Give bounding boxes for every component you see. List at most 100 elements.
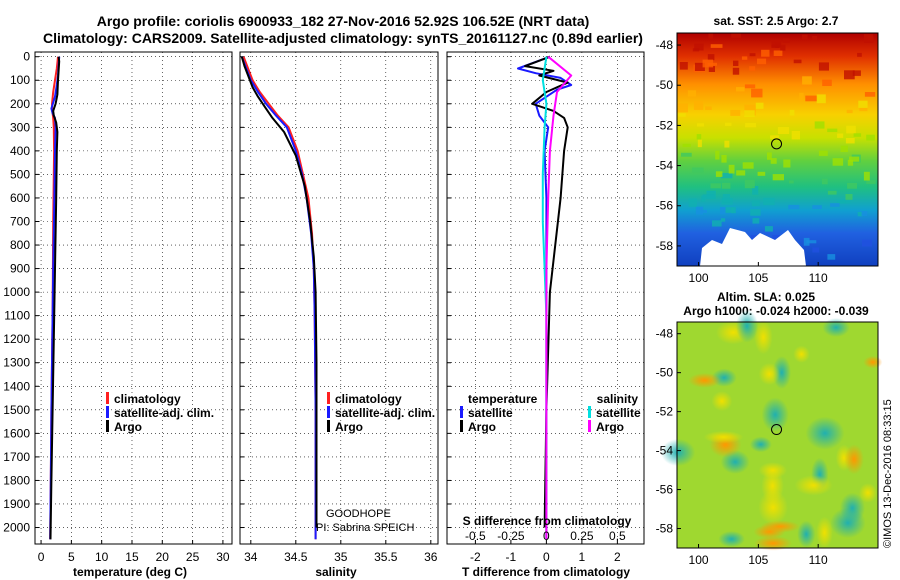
sst-pixel — [736, 170, 746, 176]
sst-pixel — [733, 60, 739, 66]
sla-profile-marker — [771, 424, 783, 436]
sla-eddy — [758, 490, 788, 525]
float-pi-label: PI: Sabrina SPEICH — [316, 522, 414, 534]
depth-tick-label: 200 — [10, 97, 30, 111]
sst-pixel — [773, 50, 783, 56]
legend-title-salinity: salinity — [597, 392, 639, 406]
sst-pixel — [757, 58, 767, 65]
sst-pixel — [697, 123, 705, 127]
sla-eddy — [754, 535, 793, 551]
sst-pixel — [827, 190, 837, 195]
temperature-xtick-label: 30 — [216, 550, 230, 564]
sst-pixel — [857, 212, 863, 217]
sst-pixel — [732, 67, 740, 75]
depth-tick-label: 1400 — [3, 379, 30, 393]
sst-pixel — [702, 194, 715, 200]
sst-pixel — [755, 102, 764, 109]
sla-eddy — [711, 391, 733, 412]
legend-label-argo: Argo — [114, 420, 142, 434]
sst-texture — [677, 33, 876, 260]
sst-pixel — [767, 152, 772, 160]
sla-lon-tick-label: 105 — [748, 553, 768, 567]
sst-pixel — [724, 140, 730, 148]
sst-pixel — [744, 179, 755, 189]
depth-tick-label: 1200 — [3, 332, 30, 346]
sla-map: Altim. SLA: 0.025 Argo h1000: -0.024 h20… — [656, 290, 883, 567]
sst-pixel — [822, 79, 832, 86]
legend-swatch-climatology — [106, 392, 109, 404]
sst-pixel — [715, 150, 720, 160]
sst-pixel — [693, 101, 704, 110]
s-difference-tick-label: -0.25 — [497, 529, 525, 543]
sst-pixel — [678, 113, 686, 117]
salinity-xlabel: salinity — [315, 565, 357, 579]
t-difference-xlabel: T difference from climatology — [462, 565, 630, 579]
sla-lat-tick-label: -58 — [656, 522, 674, 536]
sla-map-title-1: Altim. SLA: 0.025 — [717, 290, 815, 304]
sst-pixel — [837, 133, 844, 138]
sla-eddy — [830, 507, 866, 539]
sst-pixel — [862, 239, 872, 247]
sst-pixel — [812, 36, 818, 41]
sst-pixel — [864, 92, 876, 97]
sst-pixel — [677, 103, 688, 113]
sla-eddy — [863, 356, 883, 369]
depth-tick-label: 2000 — [3, 521, 30, 535]
sst-pixel — [720, 218, 726, 222]
legend-swatch-climatology — [327, 392, 330, 404]
sst-pixel — [763, 197, 775, 206]
legend-swatch-argo — [327, 420, 330, 432]
depth-tick-label: 1000 — [3, 285, 30, 299]
sst-lat-tick-label: -58 — [656, 239, 674, 253]
legend-label-sal-satellite: satellite — [596, 406, 641, 420]
depth-tick-label: 1300 — [3, 356, 30, 370]
sst-pixel — [749, 66, 756, 71]
salinity-series-satellite-adj-clim- — [240, 56, 317, 540]
depth-tick-label: 1900 — [3, 497, 30, 511]
sst-pixel — [705, 106, 712, 110]
sst-pixel — [866, 179, 876, 184]
sla-eddy — [793, 345, 810, 363]
sst-pixel — [845, 138, 855, 144]
sst-pixel — [700, 209, 707, 213]
sst-pixel — [846, 125, 856, 134]
sst-lon-tick-label: 105 — [748, 271, 768, 285]
sst-pixel — [721, 155, 727, 163]
sst-lat-tick-label: -56 — [656, 199, 674, 213]
depth-tick-label: 300 — [10, 120, 30, 134]
sst-pixel — [789, 180, 794, 184]
sla-eddy — [816, 516, 833, 549]
sst-pixel — [770, 135, 780, 139]
sst-lon-tick-label: 100 — [689, 271, 709, 285]
sst-pixel — [816, 94, 826, 104]
sst-pixel — [707, 54, 715, 61]
sst-pixel — [692, 167, 704, 173]
legend-label-climatology: climatology — [335, 392, 402, 406]
depth-tick-label: 400 — [10, 144, 30, 158]
sst-pixel — [715, 171, 723, 177]
sla-lat-tick-label: -50 — [656, 366, 674, 380]
depth-tick-label: 800 — [10, 238, 30, 252]
sst-pixel — [789, 109, 795, 116]
sst-pixel — [764, 226, 773, 232]
imos-credit: ©IMOS 13-Dec-2016 08:33:15 — [882, 399, 894, 548]
difference-xtick-label: -2 — [470, 550, 481, 564]
legend-swatch-argo — [106, 420, 109, 432]
sst-pixel — [751, 88, 763, 98]
temperature-xtick-label: 10 — [95, 550, 109, 564]
legend-swatch-temp-argo — [460, 420, 463, 432]
temperature-diff-legend: temperature satellite Argo — [460, 392, 538, 434]
sla-eddy — [822, 318, 850, 337]
sst-pixel — [688, 198, 697, 207]
sla-eddy — [758, 462, 787, 479]
sst-pixel — [806, 240, 817, 244]
sst-pixel — [694, 62, 705, 71]
temperature-xtick-label: 0 — [38, 550, 45, 564]
sst-pixel — [681, 152, 692, 157]
sla-lon-tick-label: 110 — [809, 553, 828, 567]
sst-profile-marker — [771, 138, 783, 150]
sst-pixel — [741, 56, 748, 60]
sst-pixel — [812, 205, 822, 209]
sst-pixel — [695, 206, 704, 215]
sst-missing-data — [700, 228, 806, 266]
